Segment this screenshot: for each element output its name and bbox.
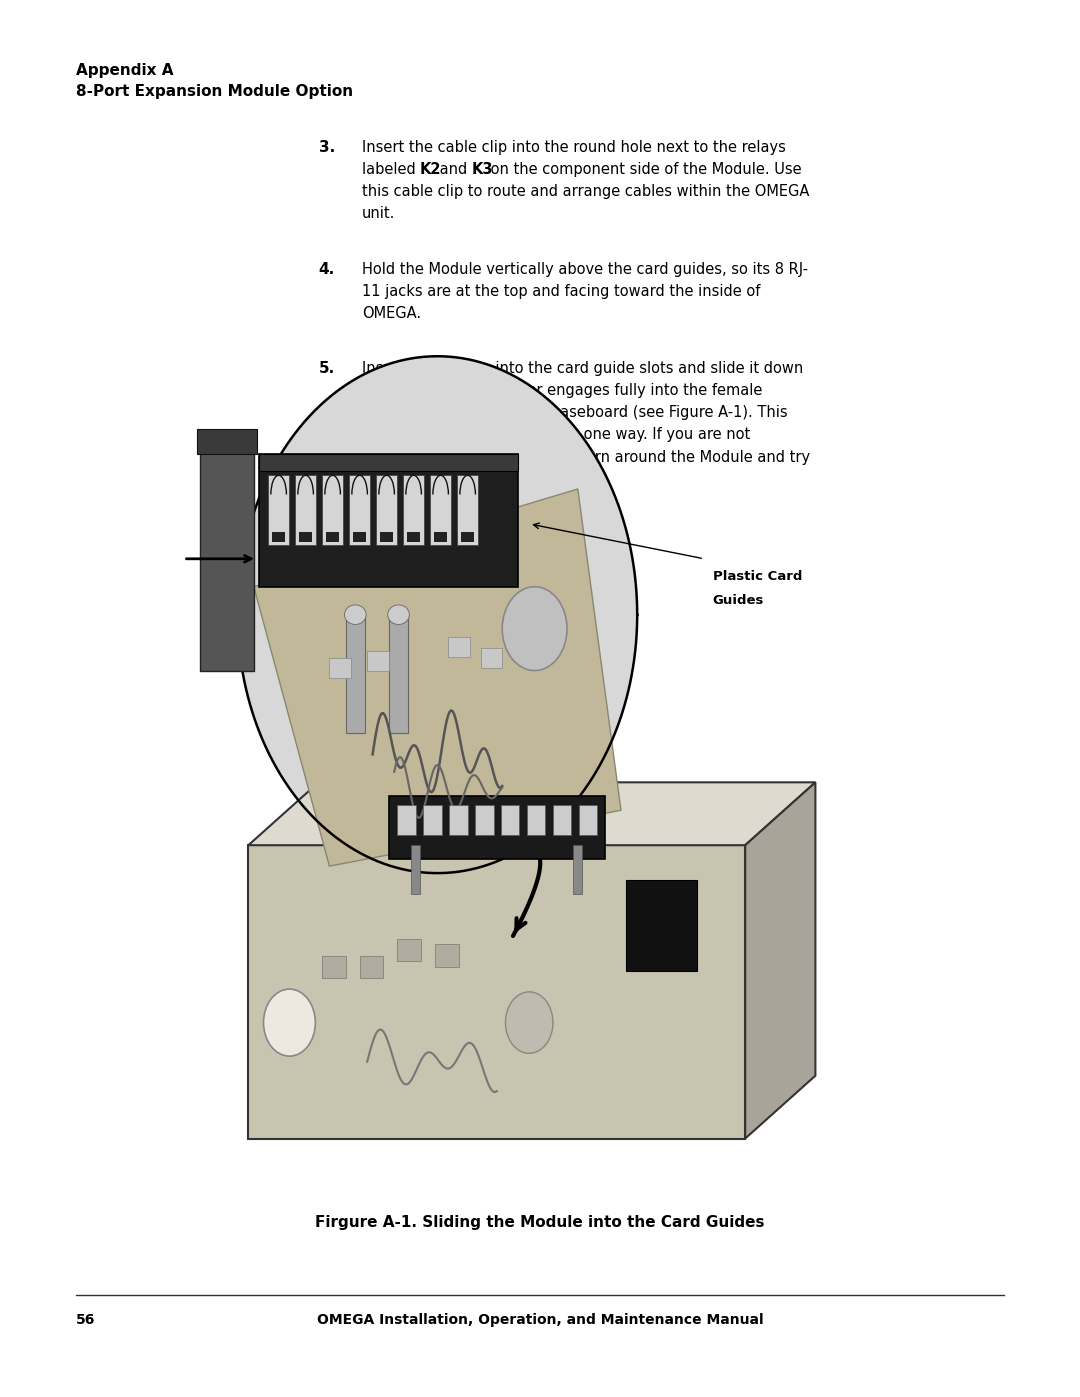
Bar — [322, 956, 346, 978]
Bar — [295, 475, 316, 545]
Text: unit.: unit. — [362, 205, 395, 221]
Bar — [501, 805, 519, 835]
Text: 11 jacks are at the top and facing toward the inside of: 11 jacks are at the top and facing towar… — [362, 284, 760, 299]
Bar — [326, 532, 339, 542]
Bar — [259, 454, 518, 587]
Bar — [376, 475, 397, 545]
Bar — [579, 805, 597, 835]
Bar — [360, 956, 383, 978]
Text: Plastic Card: Plastic Card — [713, 570, 802, 583]
Bar — [197, 429, 257, 454]
Bar — [272, 532, 285, 542]
Bar — [573, 845, 582, 894]
Text: this cable clip to route and arrange cables within the OMEGA: this cable clip to route and arrange cab… — [362, 184, 809, 198]
Bar — [403, 475, 424, 545]
Bar — [407, 532, 420, 542]
Circle shape — [502, 587, 567, 671]
Text: installation can only be made one way. If you are not: installation can only be made one way. I… — [362, 427, 750, 443]
Text: K3: K3 — [471, 162, 492, 177]
Text: until the male connector engages fully into the female: until the male connector engages fully i… — [362, 383, 762, 398]
Bar — [434, 532, 447, 542]
Polygon shape — [745, 782, 815, 1139]
Bar — [268, 475, 289, 545]
Bar — [553, 805, 571, 835]
Text: 56: 56 — [76, 1313, 95, 1327]
Bar — [380, 532, 393, 542]
Bar — [389, 615, 408, 733]
Bar — [397, 939, 421, 961]
Text: 5.: 5. — [319, 362, 335, 376]
Bar — [397, 805, 416, 835]
Text: Guides: Guides — [713, 594, 765, 606]
Text: Firgure A-1. Sliding the Module into the Card Guides: Firgure A-1. Sliding the Module into the… — [315, 1215, 765, 1231]
Bar — [475, 805, 494, 835]
Bar — [346, 615, 365, 733]
Text: and: and — [435, 162, 472, 177]
Bar — [349, 475, 370, 545]
Text: successful with your first try, turn around the Module and try: successful with your first try, turn aro… — [362, 450, 810, 465]
Bar — [411, 845, 420, 894]
Text: connector on the OMEGA baseboard (see Figure A-1). This: connector on the OMEGA baseboard (see Fi… — [362, 405, 787, 420]
Circle shape — [505, 992, 553, 1053]
Text: labeled: labeled — [362, 162, 420, 177]
Bar — [430, 475, 451, 545]
Bar — [461, 532, 474, 542]
Bar — [457, 475, 478, 545]
Bar — [448, 637, 470, 657]
Text: Insert the Module into the card guide slots and slide it down: Insert the Module into the card guide sl… — [362, 362, 804, 376]
Text: 8-Port Expansion Module Option: 8-Port Expansion Module Option — [76, 84, 353, 99]
Text: 4.: 4. — [319, 261, 335, 277]
Bar — [353, 532, 366, 542]
Bar — [367, 651, 389, 671]
Text: on the component side of the Module. Use: on the component side of the Module. Use — [486, 162, 801, 177]
Bar — [626, 880, 697, 971]
Bar — [322, 475, 343, 545]
Polygon shape — [238, 356, 637, 873]
Bar — [299, 532, 312, 542]
Text: OMEGA.: OMEGA. — [362, 306, 421, 321]
Text: again.: again. — [362, 472, 407, 486]
Bar — [248, 845, 745, 1139]
Text: Insert the cable clip into the round hole next to the relays: Insert the cable clip into the round hol… — [362, 140, 785, 155]
Polygon shape — [248, 782, 815, 845]
Bar — [259, 454, 518, 471]
Ellipse shape — [345, 605, 366, 624]
Bar — [435, 944, 459, 967]
Polygon shape — [254, 489, 621, 866]
Bar — [329, 658, 351, 678]
Bar — [527, 805, 545, 835]
Circle shape — [264, 989, 315, 1056]
Text: Hold the Module vertically above the card guides, so its 8 RJ-: Hold the Module vertically above the car… — [362, 261, 808, 277]
Bar — [389, 796, 605, 859]
Text: Appendix A: Appendix A — [76, 63, 173, 78]
Text: K2: K2 — [420, 162, 442, 177]
Text: 3.: 3. — [319, 140, 335, 155]
Bar — [200, 447, 254, 671]
Ellipse shape — [388, 605, 409, 624]
Text: OMEGA Installation, Operation, and Maintenance Manual: OMEGA Installation, Operation, and Maint… — [316, 1313, 764, 1327]
Bar — [481, 648, 502, 668]
Bar — [423, 805, 442, 835]
Bar — [449, 805, 468, 835]
